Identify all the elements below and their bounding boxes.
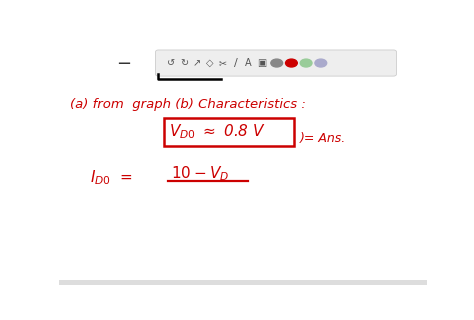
Text: $10 - V_D$: $10 - V_D$ — [171, 164, 229, 183]
Text: )= Ans.: )= Ans. — [300, 132, 346, 145]
Circle shape — [300, 59, 312, 67]
Text: $V_{D0}$ $\approx$ 0.8 V: $V_{D0}$ $\approx$ 0.8 V — [169, 123, 266, 141]
Circle shape — [285, 59, 297, 67]
Circle shape — [271, 59, 283, 67]
Text: (a) from  graph (b) Characteristics :: (a) from graph (b) Characteristics : — [70, 99, 306, 111]
Text: ◇: ◇ — [206, 58, 214, 68]
Text: ↗: ↗ — [193, 58, 201, 68]
Text: −: − — [116, 55, 131, 73]
Text: $\mathit{I}_{D0}$  =: $\mathit{I}_{D0}$ = — [91, 168, 133, 187]
Circle shape — [315, 59, 327, 67]
Text: ▣: ▣ — [257, 58, 267, 68]
FancyBboxPatch shape — [155, 50, 396, 76]
Bar — [59, 280, 427, 285]
Bar — [164, 118, 294, 146]
Text: ✂: ✂ — [219, 58, 227, 68]
Text: ↺: ↺ — [167, 58, 175, 68]
Text: /: / — [234, 58, 237, 68]
Text: ↻: ↻ — [180, 58, 188, 68]
Text: A: A — [245, 58, 252, 68]
